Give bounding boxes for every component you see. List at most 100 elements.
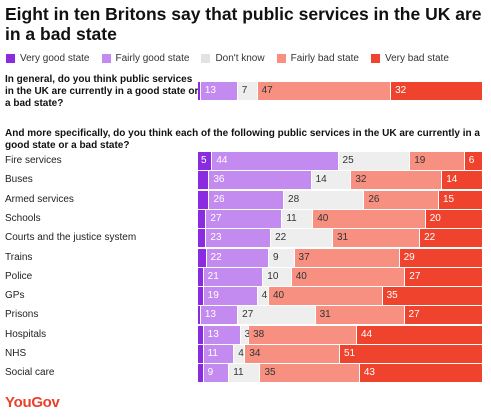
bar-segment-fairly-good-state: 13 <box>200 306 239 324</box>
bar-segment-don-t-know: 3 <box>240 326 251 344</box>
bar-segment-don-t-know: 14 <box>311 171 352 189</box>
bar-segment-very-good-state <box>198 268 204 286</box>
data-label: 4 <box>238 348 244 359</box>
data-label: 13 <box>207 329 219 340</box>
legend-swatch <box>6 53 15 63</box>
data-label: 26 <box>213 194 225 205</box>
bar-segment-fairly-good-state: 9 <box>203 364 230 382</box>
legend-swatch <box>370 53 380 63</box>
data-label: 5 <box>201 155 207 166</box>
legend-label: Don't know <box>215 52 265 64</box>
data-label: 28 <box>288 194 300 205</box>
bar-segment-fairly-bad-state: 35 <box>260 364 360 382</box>
bar-segment-fairly-good-state: 23 <box>206 229 272 247</box>
data-label: 9 <box>272 252 279 263</box>
bar-segment-don-t-know: 10 <box>263 268 292 286</box>
bar-segment-fairly-good-state: 26 <box>209 191 285 209</box>
data-label: 51 <box>343 348 356 359</box>
bar-segment-don-t-know: 27 <box>238 306 316 324</box>
bar-segment-very-good-state <box>198 287 204 305</box>
bar-row: 13 7 47 32 <box>198 82 482 100</box>
bar-segment-fairly-bad-state: 31 <box>332 229 421 247</box>
data-label: 11 <box>286 213 297 224</box>
bar-segment-very-bad-state: 20 <box>425 210 482 228</box>
bar-segment-don-t-know: 28 <box>284 191 365 209</box>
data-label: 11 <box>233 367 244 378</box>
row-label-police: Police <box>5 271 33 282</box>
data-label: 34 <box>249 348 261 359</box>
bar-segment-don-t-know: 4 <box>257 287 269 305</box>
data-label: 31 <box>319 309 331 320</box>
bar-segment-fairly-good-state: 13 <box>200 82 238 100</box>
bar-segment-very-bad-state: 51 <box>339 345 482 363</box>
bar-row: 11 4 34 51 <box>198 345 482 363</box>
data-label: 44 <box>361 329 373 340</box>
bar-segment-very-good-state <box>198 306 201 324</box>
bar-segment-fairly-good-state: 44 <box>212 152 339 170</box>
legend-swatch <box>276 53 286 63</box>
data-label: 27 <box>242 309 254 320</box>
data-label: 19 <box>207 290 219 301</box>
bar-segment-very-bad-state: 44 <box>357 326 482 344</box>
data-label: 27 <box>409 271 421 282</box>
bar-segment-very-bad-state: 15 <box>438 191 482 209</box>
data-label: 35 <box>386 290 398 301</box>
legend: Very good state Fairly good state Don't kn… <box>6 50 491 66</box>
bar-segment-don-t-know: 11 <box>282 210 314 228</box>
bar-segment-very-bad-state: 22 <box>420 229 482 247</box>
bar-segment-fairly-bad-state: 40 <box>313 210 426 228</box>
bar-segment-fairly-good-state: 21 <box>203 268 264 286</box>
data-label: 10 <box>267 271 279 282</box>
bar-row: 26 28 26 15 <box>198 191 482 209</box>
bar-segment-very-good-state <box>198 229 207 247</box>
bar-segment-very-good-state <box>198 82 201 100</box>
bar-segment-fairly-bad-state: 34 <box>245 345 340 363</box>
legend-item-very-good-state: Very good state <box>6 53 90 64</box>
bar-segment-fairly-bad-state: 37 <box>294 249 400 267</box>
row-label-fire-services: Fire services <box>5 155 62 166</box>
row-label-armed-services: Armed services <box>5 194 74 205</box>
legend-label: Fairly bad state <box>290 52 359 64</box>
data-label: 22 <box>210 252 222 263</box>
data-label: 21 <box>207 271 219 282</box>
legend-swatch <box>201 53 211 63</box>
data-label: 9 <box>207 367 214 378</box>
data-label: 36 <box>213 174 225 185</box>
bar-segment-don-t-know: 11 <box>229 364 261 382</box>
bar-segment-very-bad-state: 27 <box>405 268 482 286</box>
question-general: In general, do you think public services… <box>5 74 199 109</box>
bar-row: 5 44 25 19 6 <box>198 152 482 170</box>
bar-segment-don-t-know: 25 <box>338 152 411 170</box>
data-label: 13 <box>204 85 216 96</box>
data-label: 47 <box>261 85 273 96</box>
bar-segment-very-good-state: 5 <box>198 152 213 170</box>
bar-row: 13 27 31 27 <box>198 306 482 324</box>
bar-segment-very-bad-state: 29 <box>399 249 482 267</box>
data-label: 4 <box>261 290 268 301</box>
bar-segment-very-good-state <box>198 191 210 209</box>
data-label: 44 <box>216 155 228 166</box>
bar-row: 13 3 38 44 <box>198 326 482 344</box>
data-label: 27 <box>408 309 420 320</box>
data-label: 15 <box>442 194 455 205</box>
bar-segment-don-t-know: 7 <box>237 82 258 100</box>
row-label-prisons: Prisons <box>5 309 39 320</box>
bar-segment-very-bad-state: 6 <box>464 152 482 170</box>
bar-segment-very-bad-state: 27 <box>404 306 482 324</box>
data-label: 27 <box>210 213 222 224</box>
bar-segment-fairly-bad-state: 40 <box>291 268 406 286</box>
data-label: 3 <box>244 329 251 340</box>
legend-label: Very bad state <box>384 52 449 64</box>
data-label: 40 <box>272 290 285 301</box>
row-label-nhs: NHS <box>5 348 27 359</box>
row-label-trains: Trains <box>5 252 33 263</box>
data-label: 29 <box>403 252 415 263</box>
data-label: 20 <box>429 213 441 224</box>
bar-segment-fairly-bad-state: 38 <box>249 326 357 344</box>
bar-segment-fairly-bad-state: 47 <box>257 82 392 100</box>
data-label: 32 <box>355 174 367 185</box>
legend-label: Fairly good state <box>115 52 190 64</box>
data-label: 19 <box>414 155 426 166</box>
bar-row: 9 11 35 43 <box>198 364 482 382</box>
data-label: 22 <box>424 232 436 243</box>
